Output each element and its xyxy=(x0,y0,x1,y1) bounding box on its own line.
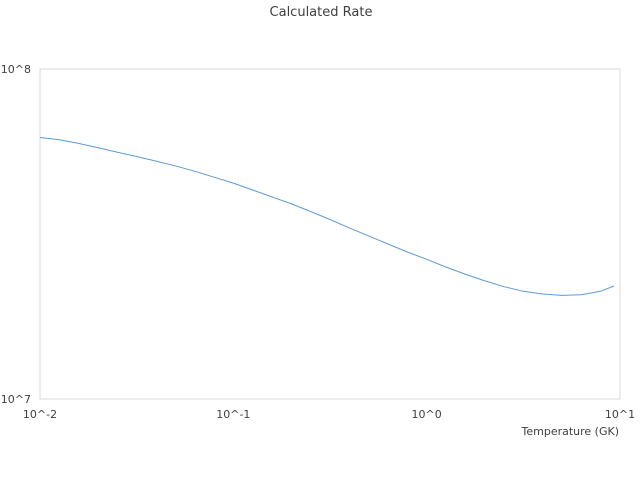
x-axis-label: Temperature (GK) xyxy=(521,425,620,438)
x-tick-label: 10^1 xyxy=(605,408,635,421)
x-tick-label: 10^-2 xyxy=(23,408,57,421)
y-tick-labels: 10^7 10^8 xyxy=(1,63,31,406)
x-tick-label: 10^0 xyxy=(412,408,442,421)
x-tick-labels: 10^-2 10^-1 10^0 10^1 xyxy=(23,408,635,421)
x-tick-label: 10^-1 xyxy=(216,408,250,421)
y-tick-label: 10^8 xyxy=(1,63,31,76)
y-tick-label: 10^7 xyxy=(1,393,31,406)
series-line xyxy=(39,137,615,296)
chart-title: Calculated Rate xyxy=(270,5,373,20)
series-layer xyxy=(39,137,615,296)
plot-area-border xyxy=(39,68,621,400)
